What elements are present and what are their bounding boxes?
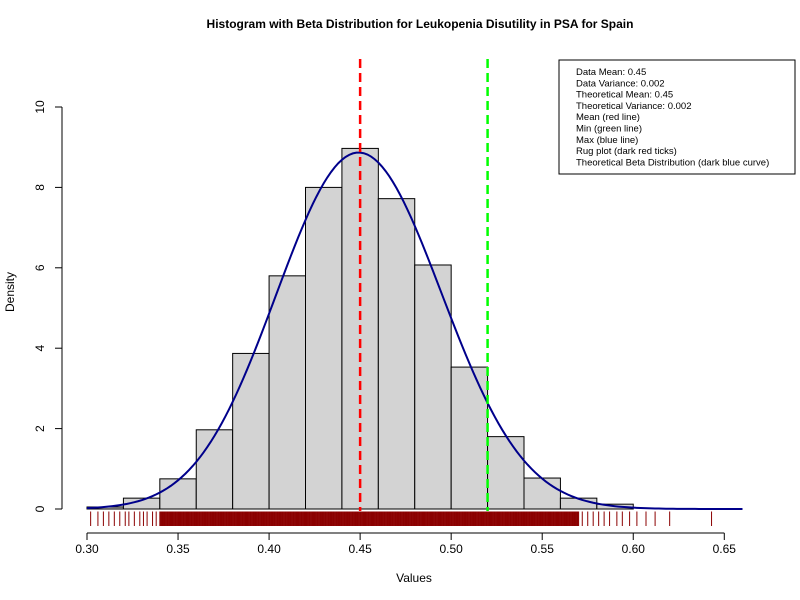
x-tick-label: 0.60: [622, 542, 646, 556]
legend-entry: Mean (red line): [576, 112, 640, 123]
histogram-bar: [268, 275, 307, 510]
histogram-bar: [450, 366, 489, 510]
histogram-bar: [232, 352, 270, 510]
reference-lines: [358, 59, 489, 511]
x-tick-label: 0.35: [166, 542, 190, 556]
x-tick-label: 0.45: [348, 542, 372, 556]
beta-density-curve: [86, 151, 743, 510]
histogram-bar: [414, 264, 452, 510]
legend-entry: Data Mean: 0.45: [576, 67, 646, 78]
y-tick-label: 4: [33, 345, 47, 352]
chart-title: Histogram with Beta Distribution for Leu…: [207, 17, 634, 31]
legend-entry: Min (green line): [576, 124, 642, 135]
legend-entry: Theoretical Variance: 0.002: [576, 101, 691, 112]
x-tick-label: 0.30: [75, 542, 99, 556]
y-tick-label: 2: [33, 425, 47, 432]
histogram-bar: [305, 186, 343, 510]
legend-entry: Theoretical Beta Distribution (dark blue…: [576, 157, 769, 168]
histogram-bar: [377, 198, 416, 510]
legend-entry: Max (blue line): [576, 135, 638, 146]
legend-box: [558, 59, 796, 175]
x-axis: 0.30 0.35 0.40 0.45 0.50 0.55 0.60 0.65: [75, 532, 737, 556]
x-tick-label: 0.40: [257, 542, 281, 556]
x-tick-label: 0.50: [439, 542, 463, 556]
legend-entry: Theoretical Mean: 0.45: [576, 90, 673, 101]
histogram-bar: [195, 429, 234, 510]
x-tick-label: 0.65: [713, 542, 737, 556]
y-tick-label: 6: [33, 264, 47, 271]
beta-curve-group: [86, 151, 743, 510]
y-tick-label: 8: [33, 184, 47, 191]
legend-entry: Data Variance: 0.002: [576, 78, 665, 89]
y-axis-label: Density: [3, 272, 17, 312]
x-axis-label: Values: [396, 571, 432, 585]
histogram-bar: [523, 477, 561, 510]
histogram-bar: [159, 478, 197, 510]
histogram-bars: [86, 147, 634, 510]
rug-plot: [90, 511, 713, 526]
y-tick-label: 10: [33, 100, 47, 114]
x-tick-label: 0.55: [531, 542, 555, 556]
legend-entry: Rug plot (dark red ticks): [576, 146, 677, 157]
y-tick-label: 0: [33, 505, 47, 512]
histogram-bar: [487, 436, 525, 510]
y-axis: 0 2 4 6 8 10: [33, 100, 63, 512]
